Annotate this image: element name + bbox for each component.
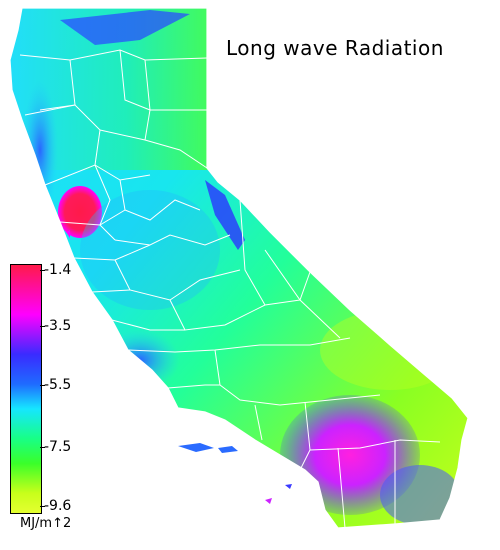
tick-mark	[40, 447, 45, 448]
scale-tick-label: -7.5	[44, 439, 72, 455]
color-scale-bar	[10, 264, 42, 514]
tick-mark	[40, 506, 45, 507]
scale-tick-label: -5.5	[44, 377, 72, 393]
channel-islands	[66, 230, 292, 504]
map-title: Long wave Radiation	[226, 36, 444, 60]
scale-tick-label: -1.4	[44, 262, 72, 278]
scale-tick-label: -9.6	[44, 498, 72, 514]
tick-mark	[40, 270, 45, 271]
county-boundaries	[19, 49, 441, 528]
tick-mark	[40, 385, 45, 386]
scale-units: MJ/m↑2	[20, 516, 72, 531]
tick-mark	[40, 326, 45, 327]
scale-tick-label: -3.5	[44, 318, 72, 334]
